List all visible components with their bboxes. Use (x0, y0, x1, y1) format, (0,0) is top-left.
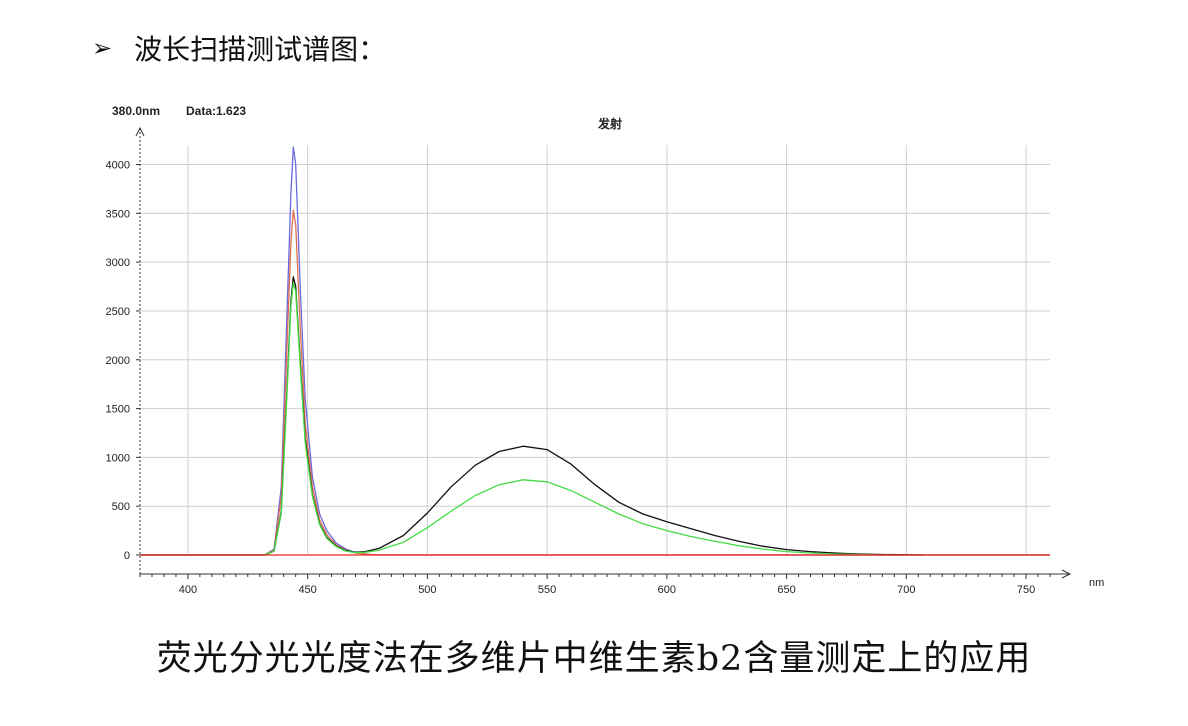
y-tick-label: 500 (112, 501, 130, 513)
y-tick-label: 0 (124, 550, 130, 562)
y-tick-label: 2500 (106, 306, 130, 318)
y-tick-label: 3500 (106, 208, 130, 220)
spectrum-chart: 0 500 1000 1500 2000 2500 3000 3500 4000 400 450 50… (106, 104, 1105, 596)
series-line-4 (140, 281, 1050, 556)
bullet-arrow-icon: ➢ (92, 34, 113, 62)
chart-axes: 0 500 1000 1500 2000 2500 3000 3500 4000 400 450 50… (106, 126, 1072, 596)
readout-data: Data:1.623 (186, 104, 246, 118)
heading-line: ➢ 波长扫描测试谱图： (92, 26, 386, 70)
x-axis-arrow-icon (1061, 569, 1072, 579)
y-tick-label: 3000 (106, 257, 130, 269)
readout-wavelength: 380.0nm (112, 104, 160, 118)
series-line-3 (140, 276, 924, 556)
x-axis-unit-label: nm (1089, 577, 1104, 589)
x-tick-label: 600 (658, 584, 676, 596)
y-axis-arrow-icon (135, 126, 145, 137)
y-tick-label: 4000 (106, 160, 130, 172)
y-tick-label: 2000 (106, 355, 130, 367)
x-tick-label: 750 (1017, 584, 1035, 596)
x-tick-label: 550 (538, 584, 556, 596)
y-tick-label: 1500 (106, 404, 130, 416)
series-line-1 (140, 146, 1050, 556)
chart-title: 发射 (597, 116, 622, 131)
x-tick-label: 700 (897, 584, 915, 596)
chart-labels: 380.0nm Data:1.623 发射 nm (112, 104, 1104, 589)
x-tick-label: 500 (418, 584, 436, 596)
x-tick-label: 400 (179, 584, 197, 596)
x-tick-label: 450 (298, 584, 316, 596)
caption: 荧光分光光度法在多维片中维生素b2含量测定上的应用 (156, 639, 1032, 679)
chart-series-group (140, 146, 1050, 556)
chart-grid (140, 145, 1050, 556)
x-tick-label: 650 (777, 584, 795, 596)
y-tick-label: 1000 (106, 452, 130, 464)
section-heading: 波长扫描测试谱图： (134, 33, 387, 66)
